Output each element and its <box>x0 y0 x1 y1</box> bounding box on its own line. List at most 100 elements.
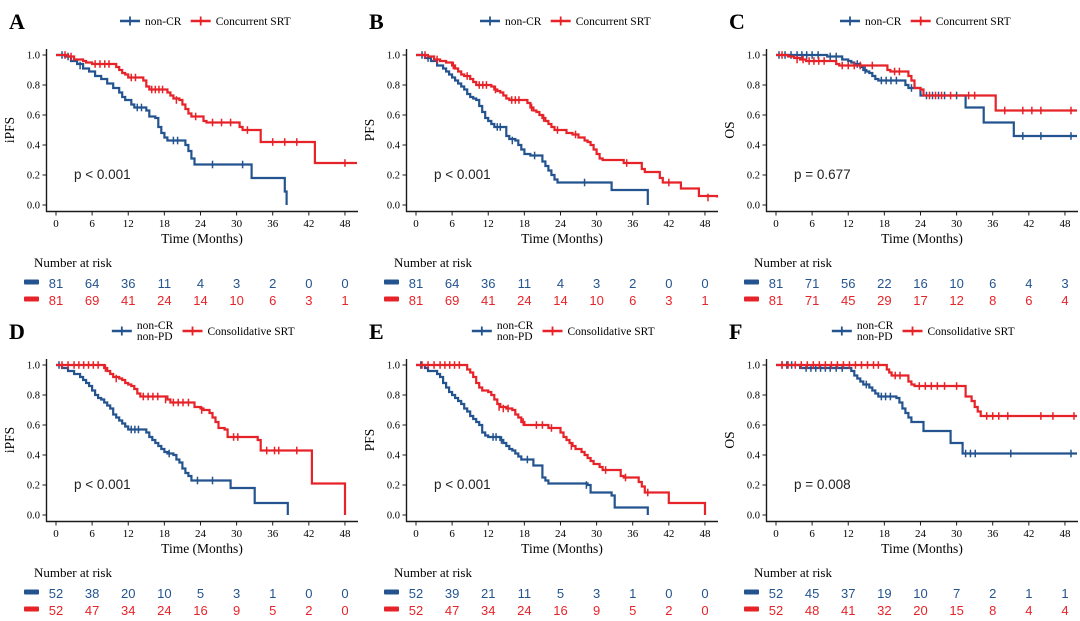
censor-marks-Consolidative-SRT <box>421 361 649 497</box>
y-tick-label: 1.0 <box>747 361 760 372</box>
risk-count: 41 <box>481 293 495 308</box>
risk-count: 47 <box>445 603 459 618</box>
risk-row-Concurrent-SRT: 81 69 41 24 14 10 6 3 1 <box>384 293 709 308</box>
risk-count: 9 <box>233 603 240 618</box>
p-value: p < 0.001 <box>434 167 491 182</box>
axes: 0 6 12 18 24 30 36 42 48 0.0 0.2 0.4 0.6 0.8 1.0 Time (… <box>362 49 718 246</box>
x-tick-label: 48 <box>1059 218 1071 230</box>
axes: 0 6 12 18 24 30 36 42 48 0.0 0.2 0.4 0.6 0.8 1.0 Time (… <box>362 359 718 556</box>
x-tick-label: 0 <box>773 528 779 540</box>
y-tick-label: 0.0 <box>27 201 40 212</box>
risk-row-key <box>384 279 399 285</box>
risk-count: 4 <box>197 276 204 291</box>
x-tick-label: 48 <box>1059 528 1071 540</box>
risk-count: 4 <box>1025 276 1032 291</box>
y-tick-label: 0.6 <box>387 111 400 122</box>
y-tick-label: 1.0 <box>387 51 400 62</box>
x-tick-label: 6 <box>449 218 455 230</box>
risk-count: 34 <box>121 603 135 618</box>
x-tick-label: 6 <box>89 528 95 540</box>
x-tick-label: 30 <box>591 218 603 230</box>
risk-count: 56 <box>841 276 855 291</box>
x-tick-label: 18 <box>519 528 531 540</box>
km-curve-non-CR-non-PD <box>416 363 649 515</box>
x-tick-label: 24 <box>915 218 927 230</box>
legend-label: non-CR non-PD <box>137 320 174 343</box>
risk-count: 81 <box>49 276 63 291</box>
risk-count: 34 <box>481 603 495 618</box>
panel-letter: B <box>369 9 384 34</box>
legend: non-CR Concurrent SRT <box>480 16 651 28</box>
risk-count: 17 <box>913 293 927 308</box>
risk-count: 24 <box>517 603 531 618</box>
x-tick-label: 6 <box>89 218 95 230</box>
risk-count: 2 <box>305 603 312 618</box>
risk-count: 3 <box>1061 276 1068 291</box>
risk-count: 29 <box>877 293 891 308</box>
y-tick-label: 0.8 <box>27 391 40 402</box>
risk-count: 81 <box>49 293 63 308</box>
km-curve-Consolidative-SRT <box>776 363 1077 418</box>
risk-count: 4 <box>557 276 564 291</box>
risk-count: 47 <box>85 603 99 618</box>
y-tick-label: 0.2 <box>387 481 400 492</box>
risk-count: 64 <box>85 276 99 291</box>
y-tick-label: 1.0 <box>27 361 40 372</box>
risk-count: 71 <box>805 293 819 308</box>
x-tick-label: 0 <box>413 218 419 230</box>
risk-count: 4 <box>1061 293 1068 308</box>
km-curve-Consolidative-SRT <box>416 363 707 515</box>
risk-row-Concurrent-SRT: 81 69 41 24 14 10 6 3 1 <box>24 293 349 308</box>
x-axis-title: Time (Months) <box>881 541 963 556</box>
risk-count: 52 <box>769 603 783 618</box>
risk-count: 8 <box>989 603 996 618</box>
km-curve-non-CR-non-PD <box>56 363 289 515</box>
legend-label: non-CR non-PD <box>497 320 534 343</box>
x-axis-title: Time (Months) <box>881 231 963 246</box>
risk-row-key <box>384 606 399 612</box>
censor-marks-non-CR-non-PD <box>420 361 588 489</box>
x-tick-label: 36 <box>987 528 999 540</box>
km-curve-non-CR-non-PD <box>776 363 1077 455</box>
y-axis-title: PFS <box>362 429 377 452</box>
p-value: p = 0.677 <box>794 167 851 182</box>
risk-count: 69 <box>85 293 99 308</box>
risk-row-key <box>744 279 759 285</box>
x-tick-label: 42 <box>303 218 314 230</box>
risk-table-header: Number at risk <box>394 255 472 270</box>
x-tick-label: 30 <box>591 528 603 540</box>
risk-count: 2 <box>629 276 636 291</box>
y-tick-label: 0.6 <box>27 421 40 432</box>
x-tick-label: 18 <box>519 218 531 230</box>
x-tick-label: 24 <box>195 528 207 540</box>
x-tick-label: 48 <box>699 528 711 540</box>
risk-table-header: Number at risk <box>754 255 832 270</box>
x-tick-label: 12 <box>483 218 494 230</box>
risk-row-key <box>24 279 39 285</box>
y-tick-label: 0.0 <box>747 201 760 212</box>
risk-count: 81 <box>409 293 423 308</box>
axes: 0 6 12 18 24 30 36 42 48 0.0 0.2 0.4 0.6 0.8 1.0 Time (… <box>722 359 1078 556</box>
legend-label: non-CR <box>505 16 542 28</box>
legend-label: non-CR non-PD <box>857 320 894 343</box>
risk-row-key <box>24 296 39 302</box>
risk-row-non-CR: 81 64 36 11 4 3 2 0 0 <box>384 276 709 291</box>
risk-count: 52 <box>769 586 783 601</box>
risk-count: 37 <box>841 586 855 601</box>
risk-table: Number at risk 81 71 56 22 16 10 6 4 3 81 71 45 29 17 1… <box>744 255 1069 308</box>
risk-count: 1 <box>1061 586 1068 601</box>
y-axis-title: iPFS <box>2 427 17 453</box>
y-tick-label: 0.0 <box>387 201 400 212</box>
x-tick-label: 48 <box>339 218 351 230</box>
legend: non-CR Concurrent SRT <box>120 16 291 28</box>
y-tick-label: 0.4 <box>387 141 401 152</box>
x-tick-label: 42 <box>1023 218 1034 230</box>
risk-row-Consolidative-SRT: 52 48 41 32 20 15 8 4 4 <box>744 603 1069 618</box>
risk-count: 22 <box>877 276 891 291</box>
risk-count: 24 <box>157 603 171 618</box>
risk-count: 52 <box>409 603 423 618</box>
x-tick-label: 48 <box>699 218 711 230</box>
